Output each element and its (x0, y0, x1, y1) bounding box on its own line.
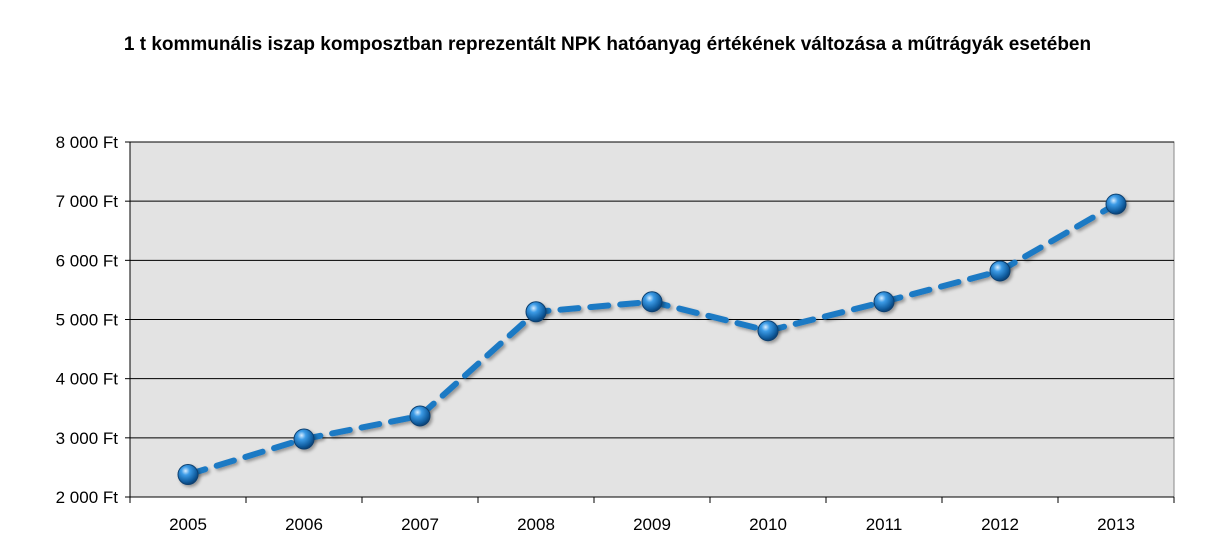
data-point (641, 291, 663, 313)
data-point (989, 260, 1011, 282)
x-tick-label: 2013 (1097, 515, 1135, 534)
y-axis-ticks: 2 000 Ft 3 000 Ft 4 000 Ft 5 000 Ft 6 000 Ft… (56, 133, 130, 507)
y-tick-label: 7 000 Ft (56, 192, 119, 211)
series (177, 193, 1127, 486)
data-point (1105, 193, 1127, 215)
x-tick-label: 2010 (749, 515, 787, 534)
x-tick-label: 2011 (866, 515, 903, 534)
y-tick-label: 6 000 Ft (56, 251, 119, 270)
data-point (525, 301, 547, 323)
y-tick-label: 8 000 Ft (56, 133, 119, 152)
chart-title: 1 t kommunális iszap komposztban repreze… (123, 34, 1092, 55)
y-tick-label: 3 000 Ft (56, 429, 119, 448)
data-point (409, 405, 431, 427)
data-point (177, 464, 199, 486)
x-tick-label: 2007 (401, 515, 439, 534)
y-tick-label: 2 000 Ft (56, 488, 119, 507)
x-tick-label: 2009 (633, 515, 671, 534)
x-tick-label: 2005 (169, 515, 207, 534)
data-point (873, 291, 895, 313)
x-tick-label: 2008 (517, 515, 555, 534)
y-tick-label: 4 000 Ft (56, 370, 119, 389)
y-tick-label: 5 000 Ft (56, 311, 119, 330)
x-tick-label: 2006 (285, 515, 323, 534)
data-point (757, 320, 779, 342)
x-axis-ticks: 2005 2006 2007 2008 2009 2010 2011 2012 2013 (129, 497, 1175, 534)
x-tick-label: 2012 (981, 515, 1019, 534)
data-point (293, 428, 315, 450)
